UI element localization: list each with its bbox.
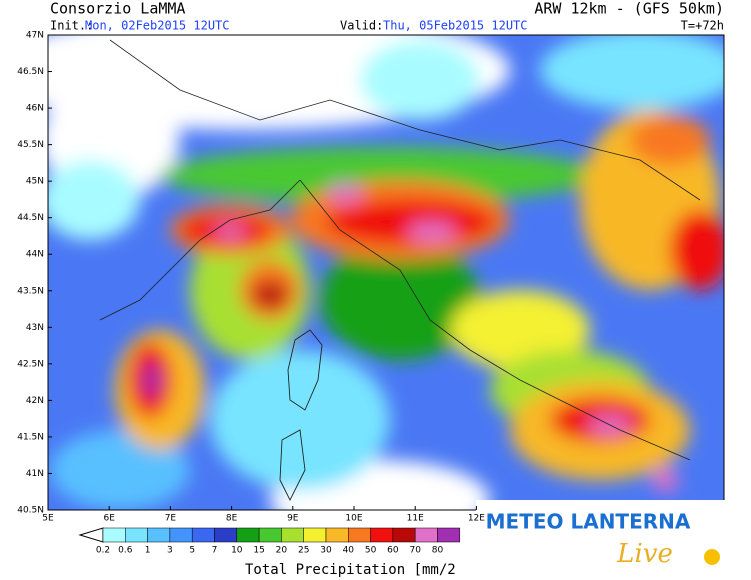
colorbar-box	[437, 527, 461, 543]
lat-label: 45.5N	[17, 140, 44, 150]
colorbar-box	[392, 527, 416, 543]
colorbar-box	[191, 527, 215, 543]
colorbar-box	[281, 527, 304, 543]
lat-label: 47N	[26, 31, 44, 41]
colorbar-box	[236, 527, 260, 543]
colorbar-box	[348, 527, 371, 543]
lon-label: 8E	[226, 514, 238, 524]
lon-label: 12E	[468, 514, 485, 524]
lat-label: 43N	[26, 323, 44, 333]
lead-time: T=+72h	[681, 19, 724, 33]
colorbar-label: 15	[253, 546, 264, 556]
colorbar-box	[325, 527, 349, 543]
lat-label: 41.5N	[17, 432, 44, 442]
colorbar-label: 0.6	[118, 546, 133, 556]
colorbar-label: 7	[212, 546, 218, 556]
colorbar-label: 5	[189, 546, 195, 556]
colorbar-label: 0.2	[96, 546, 110, 556]
colorbar-label: 30	[320, 546, 332, 556]
colorbar-label: 40	[343, 546, 355, 556]
colorbar-box	[414, 527, 438, 543]
lon-label: 6E	[103, 514, 115, 524]
colorbar-label: 80	[432, 546, 444, 556]
colorbar-label: 20	[276, 546, 288, 556]
precip-field	[48, 35, 724, 510]
colorbar-label: 60	[387, 546, 399, 556]
colorbar-label: 1	[145, 546, 151, 556]
colorbar-label: 50	[365, 546, 377, 556]
lat-label: 46.5N	[17, 67, 44, 77]
colorbar-box	[303, 527, 327, 543]
colorbar-box	[214, 527, 238, 543]
colorbar-arrow	[78, 527, 104, 543]
colorbar-label: 25	[298, 546, 309, 556]
colorbar-box	[258, 527, 282, 543]
valid-label: Valid:	[340, 19, 383, 33]
logo-sun	[704, 549, 720, 565]
colorbar-label: 3	[167, 546, 173, 556]
colorbar-box	[370, 527, 394, 543]
valid-value: Thu, 05Feb2015 12UTC	[383, 19, 528, 33]
colorbar-label: 70	[409, 546, 421, 556]
lat-label: 43.5N	[17, 286, 44, 296]
title-right: ARW 12km - (GFS 50km)	[534, 0, 724, 18]
lat-label: 46N	[26, 104, 44, 114]
lon-label: 5E	[42, 514, 54, 524]
map-frame	[47, 34, 725, 511]
logo-tag: Live	[616, 539, 673, 569]
lat-label: 41N	[26, 469, 44, 479]
init-value: Mon, 02Feb2015 12UTC	[85, 19, 230, 33]
lon-label: 11E	[407, 514, 424, 524]
logo-name: METEO LANTERNA	[486, 510, 691, 534]
logo-box	[476, 500, 751, 580]
lon-label: 9E	[287, 514, 299, 524]
lon-label: 7E	[165, 514, 177, 524]
title-left: Consorzio LaMMA	[50, 0, 185, 18]
colorbar-label: 10	[231, 546, 243, 556]
lat-label: 42N	[26, 396, 44, 406]
lat-label: 45N	[26, 177, 44, 187]
colorbar-box	[125, 527, 148, 543]
lat-label: 44.5N	[17, 213, 44, 223]
colorbar-box	[147, 527, 171, 543]
lat-label: 44N	[26, 250, 44, 260]
lat-label: 42.5N	[17, 359, 44, 369]
lat-label: 40.5N	[17, 506, 44, 516]
colorbar-box	[169, 527, 193, 543]
init-label: Init.:	[50, 19, 93, 33]
colorbar-title: Total Precipitation [mm/2	[245, 562, 456, 578]
lon-label: 10E	[345, 514, 362, 524]
colorbar: 0.2 0.6 1 3 5 7 10 15 20 25 30 40 50 60 70 80	[96, 527, 461, 556]
colorbar-box	[102, 527, 126, 543]
